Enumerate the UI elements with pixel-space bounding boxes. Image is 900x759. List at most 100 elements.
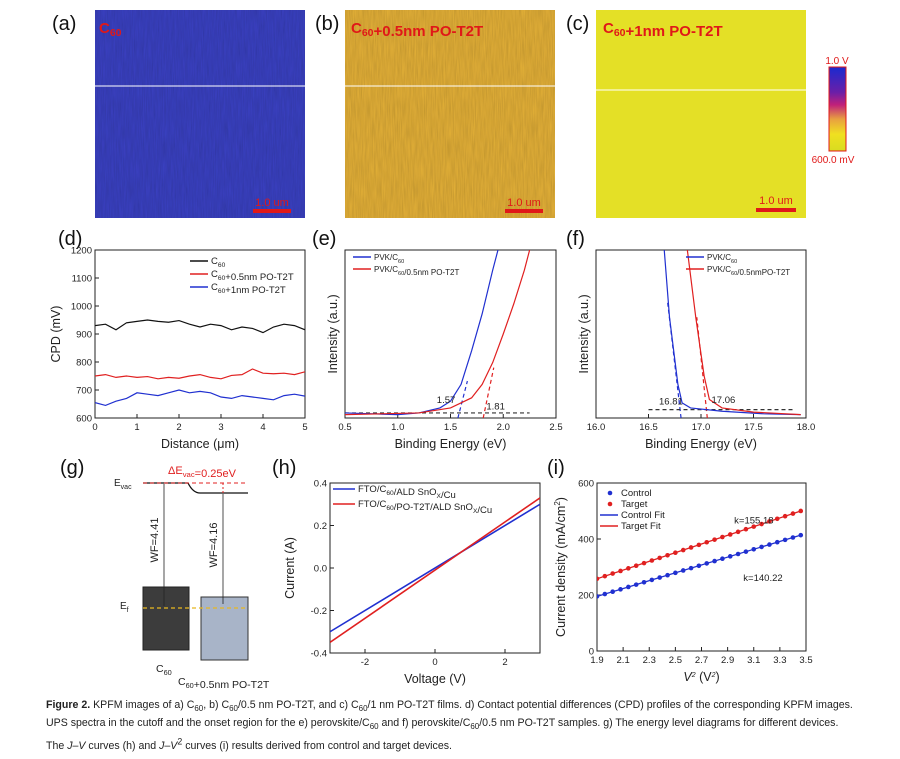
data-point [673, 550, 678, 555]
legend-marker [607, 501, 613, 507]
data-point [712, 558, 717, 564]
image-label: C60 [99, 20, 122, 39]
evac-label: Evac [114, 478, 132, 491]
legend-label: PVK/C60 [374, 253, 404, 265]
y-tick-label: 0 [589, 647, 594, 658]
y-tick-label: 0.4 [314, 479, 327, 490]
scale-bar-label: 1.0 um [759, 195, 793, 207]
data-point [618, 587, 623, 592]
data-point [649, 558, 655, 563]
data-point [735, 551, 741, 557]
scale-bar-label: 1.0 um [507, 197, 541, 209]
x-tick-label: 2 [176, 422, 181, 433]
x-tick-label: 2.0 [497, 422, 510, 433]
data-point [798, 532, 804, 538]
colorbar-max: 1.0 V [825, 56, 849, 67]
caption-text: KPFM images of a) C60, b) C60/0.5 nm PO-… [46, 699, 853, 752]
plot-area [345, 250, 531, 418]
x-tick-label: -2 [361, 657, 369, 668]
legend-label: C60 [211, 256, 226, 269]
y-axis-label: CPD (mV) [49, 306, 63, 363]
c60-name: C60 [156, 663, 172, 677]
y-axis-label: Intensity (a.u.) [577, 294, 591, 373]
scale-bar [505, 209, 543, 213]
figure-caption: Figure 2. KPFM images of a) C60, b) C60/… [46, 698, 858, 754]
chart-f: 16.0 16.5 17.0 17.5 18.0 Binding Energy (eV) I… [577, 249, 815, 451]
x-tick-label: 4 [260, 422, 265, 433]
annotation: 16.81 [659, 397, 683, 408]
charts: 0 1 2 3 4 5 600 700 800 900 1000 1100 1200 Distance (… [49, 246, 815, 687]
x-tick-label: 2.5 [669, 655, 682, 666]
data-point [727, 554, 733, 559]
series-line [663, 250, 801, 416]
panel-b: (b) C60+0.5nm PO-T2T 1.0 um [315, 10, 555, 218]
panel-label-i: (i) [547, 457, 565, 479]
x-tick-label: 0.5 [338, 422, 351, 433]
data-point [759, 544, 764, 550]
x-tick-label: 2.7 [695, 655, 708, 666]
data-point [712, 537, 717, 542]
data-point [759, 521, 764, 527]
y-tick-label: 1000 [71, 302, 92, 313]
c60-pot2t-name: C60+0.5nm PO-T2T [178, 676, 270, 691]
chart-h: -2 0 2 -0.4 -0.2 0.0 0.2 0.4 Voltage (V) Current … [283, 479, 541, 686]
x-tick-label: 5 [302, 422, 307, 433]
x-tick-label: 1 [134, 422, 139, 433]
plot-area [597, 508, 804, 599]
x-tick-label: 17.0 [692, 422, 711, 433]
data-point [657, 555, 662, 561]
data-point [798, 508, 804, 514]
legend-label: C60+0.5nm PO-T2T [211, 269, 294, 283]
series-line [330, 497, 540, 644]
x-tick-label: 0 [92, 422, 97, 433]
data-point [688, 565, 694, 571]
data-point [641, 579, 647, 585]
data-point [680, 547, 686, 553]
legend-label: FTO/C60/PO-T2T/ALD SnOX/Cu [358, 499, 492, 516]
panel-label-f: (f) [566, 228, 585, 250]
kpfm-image-a [95, 10, 305, 218]
scale-bar-label: 1.0 um [255, 197, 289, 209]
data-point [641, 560, 647, 566]
annotation: k=140.22 [743, 573, 782, 584]
y-tick-label: 900 [76, 330, 92, 341]
data-point [782, 537, 788, 543]
data-point [597, 576, 600, 582]
data-point [735, 529, 741, 535]
annotation: 17.06 [712, 395, 736, 406]
series-line [345, 250, 531, 416]
panel-a: (a) C60 1.0 um [52, 10, 305, 218]
data-point [597, 594, 600, 599]
delta-evac-label: ΔEvac=0.25eV [168, 465, 237, 480]
fit-line [482, 367, 495, 418]
energy-level-diagram: Evac ΔEvac=0.25eV Ef WF=4.41 WF=4.16 C60… [114, 465, 270, 691]
legend-marker [607, 490, 613, 496]
image-label: C60+1nm PO-T2T [603, 20, 723, 40]
x-tick-label: 16.5 [639, 422, 658, 433]
caption-prefix: Figure 2. [46, 699, 91, 711]
panel-label-g: (g) [60, 457, 84, 479]
data-point [767, 542, 772, 547]
x-tick-label: 2.5 [549, 422, 562, 433]
panel-label: (c) [566, 13, 589, 35]
image-label: C60+0.5nm PO-T2T [351, 20, 483, 40]
data-point [790, 535, 796, 540]
legend-label: Control [621, 488, 652, 499]
y-tick-label: -0.4 [311, 649, 327, 660]
panel-c: (c) C60+1nm PO-T2T 1.0 um [566, 10, 806, 218]
scale-bar [756, 208, 796, 212]
chart-d: 0 1 2 3 4 5 600 700 800 900 1000 1100 1200 Distance (… [49, 246, 308, 452]
data-point [782, 513, 788, 519]
legend-label: Target Fit [621, 521, 661, 532]
kpfm-image-b [345, 10, 555, 218]
data-point [618, 568, 623, 574]
data-point [751, 546, 757, 552]
series-line [95, 368, 305, 380]
c60-pot2t-block [200, 596, 249, 661]
data-point [720, 556, 725, 562]
x-tick-label: 3.1 [747, 655, 760, 666]
data-point [790, 511, 796, 516]
